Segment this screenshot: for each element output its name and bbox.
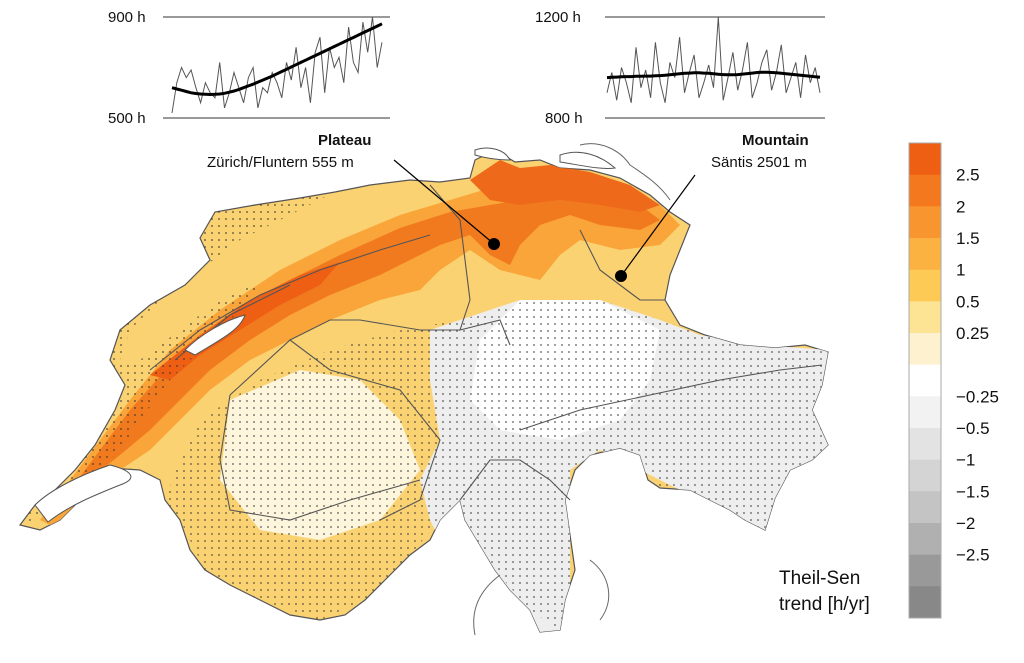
canton-borders	[149, 184, 823, 521]
smoothed-trend-line-plateau	[171, 22, 383, 97]
plot-plateau-ytick-top: 900 h	[108, 9, 146, 26]
plot-mountain-series	[606, 16, 821, 103]
legend-tick-label: 0.5	[956, 292, 980, 311]
significance-stipple-south	[165, 300, 828, 630]
legend-swatch	[909, 238, 941, 271]
legend-tick-label: 1	[956, 261, 965, 280]
outside-rivers	[473, 143, 671, 636]
lakes	[34, 147, 617, 523]
legend-tick-label: −0.5	[956, 419, 990, 438]
legend-swatch	[909, 554, 941, 587]
leader-line-plateau	[393, 159, 495, 245]
plot-mountain-ytick-top: 1200 h	[535, 9, 581, 26]
timeseries-plot-plateau: 900 h 500 h	[108, 9, 390, 127]
site-subtitle-mountain: Säntis 2501 m	[711, 154, 807, 171]
zone-orange-plateau	[40, 180, 680, 530]
smoothed-trend-line-mountain	[606, 70, 821, 80]
legend-tick-label: −2	[956, 514, 975, 533]
legend-labels: 2.5 2 1.5 1 0.5 0.25 −0.25 −0.5 −1 −1.5 −2 −2.5	[956, 166, 999, 565]
legend-tick-label: −0.25	[956, 387, 999, 406]
legend-swatch	[909, 523, 941, 556]
legend-title-line2: trend [h/yr]	[779, 594, 870, 615]
legend-swatch	[909, 364, 941, 397]
legend-tick-label: 0.25	[956, 324, 989, 343]
zone-orange-north	[470, 160, 660, 212]
annual-series-line-plateau	[171, 16, 383, 114]
legend-swatch	[909, 491, 941, 524]
legend-tick-label: −1	[956, 451, 975, 470]
legend-tick-label: 2.5	[956, 166, 980, 185]
legend-swatch	[909, 174, 941, 207]
switzerland-trend-map	[18, 143, 829, 636]
leader-line-mountain	[620, 174, 696, 277]
annual-series-line-mountain	[606, 16, 821, 103]
legend-tick-label: 2	[956, 197, 965, 216]
plot-mountain-ytick-bottom: 800 h	[545, 110, 583, 127]
legend-swatch	[909, 206, 941, 239]
legend-tick-label: −2.5	[956, 546, 990, 565]
legend-swatch	[909, 269, 941, 302]
timeseries-plot-mountain: 1200 h 800 h	[535, 9, 825, 127]
legend-swatch	[909, 586, 941, 619]
legend-colorbar	[908, 142, 942, 619]
legend-tick-label: −1.5	[956, 482, 990, 501]
plot-plateau-ytick-bottom: 500 h	[108, 110, 146, 127]
site-subtitle-plateau: Zürich/Fluntern 555 m	[207, 154, 354, 171]
plot-plateau-series	[171, 16, 383, 114]
legend-swatch	[909, 428, 941, 461]
legend-swatch	[909, 333, 941, 366]
site-title-plateau: Plateau	[318, 132, 371, 149]
legend-tick-label: 1.5	[956, 229, 980, 248]
legend-frame	[908, 142, 942, 619]
legend-swatch	[909, 301, 941, 334]
legend-swatch	[909, 143, 941, 176]
site-title-mountain: Mountain	[742, 132, 809, 149]
legend-swatch	[909, 396, 941, 429]
legend-swatch	[909, 459, 941, 492]
legend: 2.5 2 1.5 1 0.5 0.25 −0.25 −0.5 −1 −1.5 −2 −2.5 The…	[779, 142, 999, 619]
zone-orange-strong	[70, 190, 660, 490]
legend-title-line1: Theil-Sen	[779, 568, 860, 589]
